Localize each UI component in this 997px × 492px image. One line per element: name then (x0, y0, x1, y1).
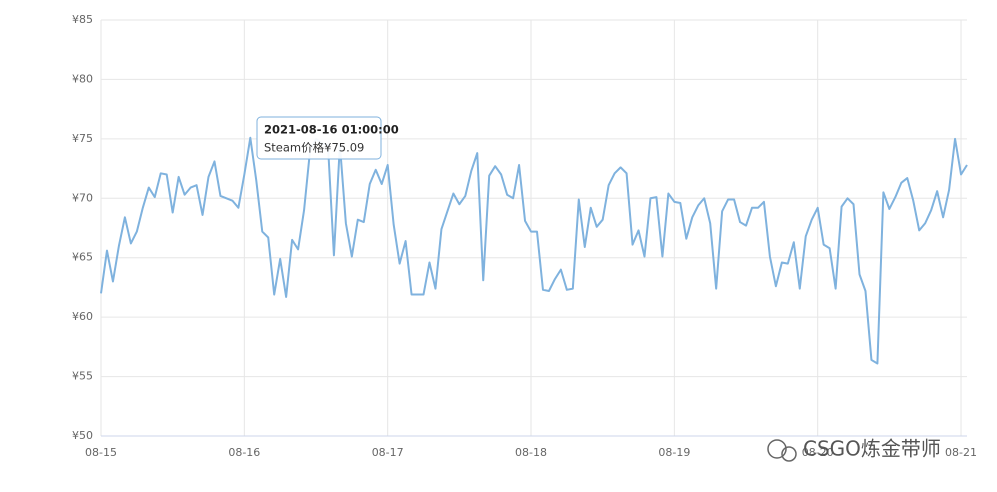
y-tick-label: ¥70 (72, 191, 93, 204)
watermark-text: CSGO炼金带师 (803, 437, 941, 461)
x-tick-label: 08-17 (372, 446, 404, 459)
tooltip-title: 2021-08-16 01:00:00 (264, 123, 399, 137)
watermark-icon (767, 439, 787, 459)
y-tick-label: ¥65 (72, 251, 93, 264)
plot (100, 136, 968, 365)
x-tick-label: 08-19 (658, 446, 690, 459)
x-tick-label: 08-15 (85, 446, 117, 459)
x-tick-label: 08-18 (515, 446, 547, 459)
x-tick-label: 08-21 (945, 446, 977, 459)
tooltip: 2021-08-16 01:00:00 Steam价格¥75.09 (256, 116, 399, 160)
y-tick-label: ¥80 (72, 72, 93, 85)
watermark: CSGO炼金带师 (767, 437, 941, 462)
line (100, 136, 968, 365)
x-tick-label: 08-16 (228, 446, 260, 459)
y-tick-label: ¥85 (72, 13, 93, 26)
y-tick-label: ¥60 (72, 310, 93, 323)
tooltip-box (256, 116, 382, 160)
tooltip-label: Steam价格¥75.09 (264, 141, 364, 155)
watermark-icon (781, 446, 797, 462)
y-tick-label: ¥55 (72, 370, 93, 383)
y-tick-label: ¥50 (72, 429, 93, 442)
y-tick-label: ¥75 (72, 132, 93, 145)
x-tick-label: 08-20 (802, 446, 834, 459)
grid: ¥50 ¥55 ¥60 ¥65 ¥70 ¥75 ¥80 ¥85 08-15 08-16 08-17 0… (72, 13, 977, 459)
